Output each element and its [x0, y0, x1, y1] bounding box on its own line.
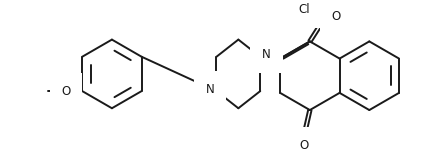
- Text: O: O: [61, 85, 70, 98]
- Text: O: O: [299, 139, 308, 152]
- Text: N: N: [206, 83, 215, 96]
- Text: N: N: [262, 49, 271, 61]
- Text: Cl: Cl: [299, 3, 310, 16]
- Text: O: O: [331, 10, 341, 23]
